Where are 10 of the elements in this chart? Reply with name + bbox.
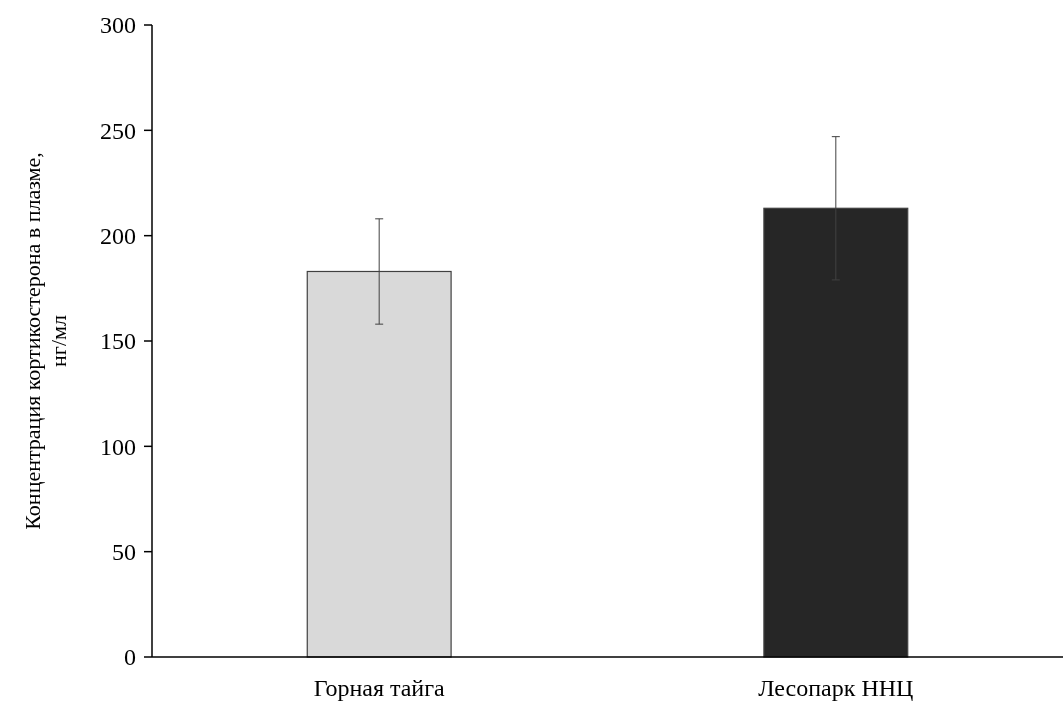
y-tick-label: 300 [100, 12, 136, 39]
y-tick-label: 200 [100, 223, 136, 250]
x-tick-label: Лесопарк ННЦ [758, 675, 914, 701]
y-tick-label: 0 [124, 644, 136, 671]
y-tick-label: 100 [100, 433, 136, 460]
y-axis-title: Концентрация кортикостерона в плазме, нг/мл [20, 152, 71, 530]
y-tick-label: 50 [112, 539, 136, 566]
y-tick-label: 150 [100, 328, 136, 355]
y-tick-label: 250 [100, 117, 136, 144]
x-tick-label: Горная тайга [313, 675, 446, 701]
